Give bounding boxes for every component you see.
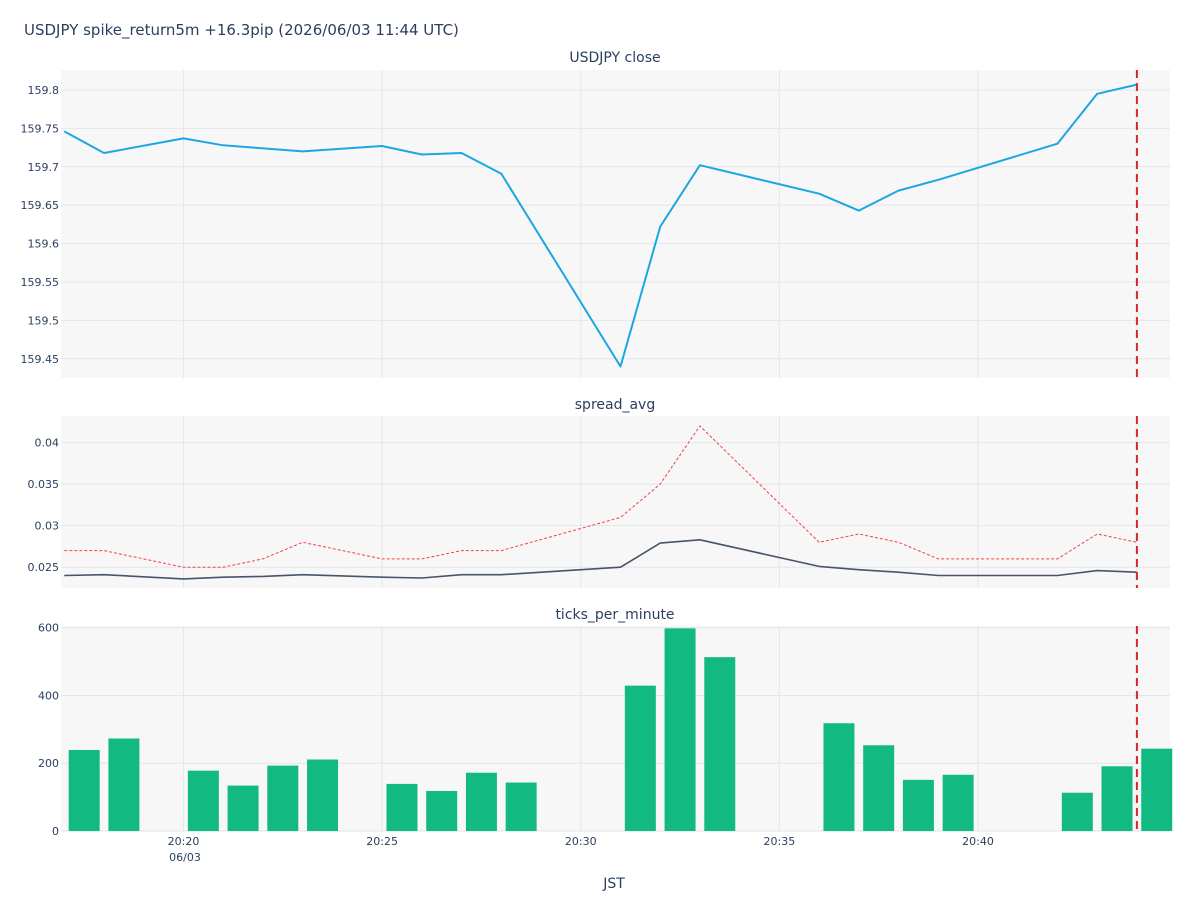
y-tick-label: 200 — [38, 757, 59, 770]
y-tick-label: 600 — [38, 622, 59, 635]
x-date-label: 06/03 — [169, 851, 201, 864]
y-tick-label: 0.035 — [28, 478, 60, 491]
subplot-title-ticks: ticks_per_minute — [555, 607, 674, 623]
bar — [108, 738, 140, 831]
bar — [823, 723, 855, 831]
y-tick-label: 159.6 — [28, 238, 60, 251]
bar — [386, 783, 418, 831]
x-tick-label: 20:30 — [565, 835, 597, 848]
bar — [426, 791, 458, 831]
plot-area — [61, 70, 1170, 378]
figure-title: USDJPY spike_return5m +16.3pip (2026/06/… — [24, 21, 459, 40]
y-tick-label: 159.8 — [28, 84, 60, 97]
bar — [267, 765, 299, 831]
y-tick-label: 0.04 — [35, 437, 60, 450]
bar — [68, 750, 100, 831]
bar — [465, 772, 497, 831]
plots-group: 159.45 159.5 159.55 159.6 159.65 159.7 159.75 1… — [21, 70, 1173, 848]
bar — [1061, 792, 1093, 831]
bar — [227, 785, 259, 831]
x-tick-label: 20:25 — [366, 835, 398, 848]
bar — [505, 782, 537, 831]
y-tick-label: 400 — [38, 689, 59, 702]
bar — [863, 745, 895, 831]
subplot-2: 0 200 400 600 — [38, 622, 1173, 838]
plot-area — [61, 416, 1170, 588]
y-tick-label: 0.025 — [28, 561, 60, 574]
y-tick-label: 159.75 — [21, 122, 60, 135]
x-axis-title: JST — [602, 876, 625, 892]
y-tick-label: 0.03 — [35, 520, 60, 533]
subplot-1: 0.025 0.03 0.035 0.04 — [28, 416, 1170, 588]
bar — [1101, 766, 1133, 831]
bar — [942, 774, 974, 831]
spread-max-line — [64, 425, 1138, 568]
subplot-title-spread: spread_avg — [575, 397, 655, 413]
plot-area — [61, 626, 1170, 831]
bar — [664, 628, 696, 831]
bar — [704, 657, 736, 831]
x-tick-label: 20:20 — [168, 835, 200, 848]
subplot-title-close: USDJPY close — [569, 50, 660, 66]
y-tick-label: 159.65 — [21, 199, 60, 212]
subplot-0: 159.45 159.5 159.55 159.6 159.65 159.7 159.75 1… — [21, 70, 1170, 378]
y-tick-label: 159.7 — [28, 161, 60, 174]
close-line — [63, 83, 1138, 368]
bar — [307, 759, 339, 831]
bar — [187, 770, 219, 831]
y-tick-label: 159.45 — [21, 353, 60, 366]
x-tick-label: 20:35 — [764, 835, 796, 848]
bar — [1141, 748, 1173, 831]
y-tick-label: 159.55 — [21, 276, 60, 289]
bar — [902, 779, 934, 831]
y-tick-label: 159.5 — [28, 314, 60, 327]
x-tick-label: 20:40 — [962, 835, 994, 848]
y-tick-label: 0 — [52, 825, 59, 838]
bar — [624, 685, 656, 831]
spread-avg-line — [64, 538, 1137, 580]
